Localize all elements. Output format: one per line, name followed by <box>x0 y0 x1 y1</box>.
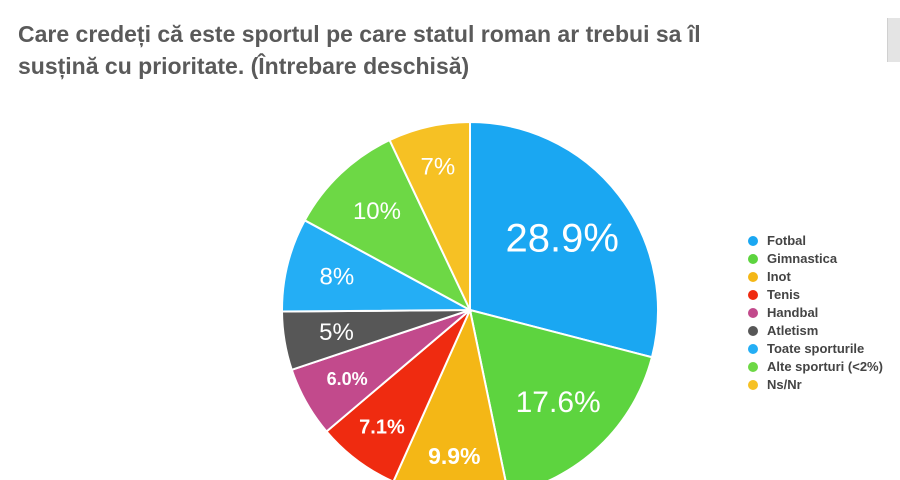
chart-title-line-2: susțină cu prioritate. (Întrebare deschi… <box>18 53 470 79</box>
slice-label: 17.6% <box>516 386 601 419</box>
legend-swatch-icon <box>748 380 758 390</box>
pie-slice-alte-sporturi-2 <box>303 138 473 313</box>
legend-swatch-icon <box>748 344 758 354</box>
slice-label: 7% <box>421 153 456 180</box>
legend-label: Fotbal <box>767 233 806 248</box>
legend-label: Handbal <box>767 305 819 320</box>
pie-slice-toate-sporturile <box>281 218 471 313</box>
chart-title: Care credeți că este sportul pe care sta… <box>18 18 838 82</box>
legend-item: Toate sporturile <box>748 340 883 358</box>
pie-slice-gimnastica <box>468 308 654 480</box>
legend-swatch-icon <box>748 326 758 336</box>
chart-title-line-1: Care credeți că este sportul pe care sta… <box>18 21 701 47</box>
legend-swatch-icon <box>748 254 758 264</box>
legend-swatch-icon <box>748 362 758 372</box>
legend-swatch-icon <box>748 290 758 300</box>
slice-label: 8% <box>320 263 355 290</box>
legend-label: Tenis <box>767 287 800 302</box>
legend-label: Gimnastica <box>767 251 838 266</box>
legend-item: Gimnastica <box>748 250 883 268</box>
slice-label: 28.9% <box>505 217 618 261</box>
legend-item: Atletism <box>748 322 883 340</box>
scroll-edge <box>887 18 900 62</box>
slice-label: 9.9% <box>428 443 480 469</box>
legend-label: Atletism <box>767 323 819 338</box>
slice-label: 10% <box>353 198 401 225</box>
legend-label: Inot <box>767 269 791 284</box>
pie-slice-ns-nr <box>388 120 471 311</box>
legend-swatch-icon <box>748 236 758 246</box>
legend-item: Tenis <box>748 286 883 304</box>
legend-item: Alte sporturi (<2%) <box>748 358 883 376</box>
legend-item: Handbal <box>748 304 883 322</box>
slice-label: 5% <box>319 319 354 346</box>
pie-slice-inot <box>393 306 507 480</box>
legend-swatch-icon <box>748 308 758 318</box>
legend-item: Inot <box>748 268 883 286</box>
chart-legend: Fotbal Gimnastica Inot Tenis Handbal Atletism… <box>748 232 883 394</box>
pie-slice-fotbal <box>469 120 659 359</box>
legend-item: Ns/Nr <box>748 376 883 394</box>
legend-label: Toate sporturile <box>767 341 865 356</box>
legend-label: Alte sporturi (<2%) <box>767 359 883 374</box>
slice-label: 6.0% <box>327 369 368 389</box>
slice-label: 7.1% <box>359 416 405 438</box>
legend-item: Fotbal <box>748 232 883 250</box>
legend-swatch-icon <box>748 272 758 282</box>
legend-label: Ns/Nr <box>767 377 802 392</box>
